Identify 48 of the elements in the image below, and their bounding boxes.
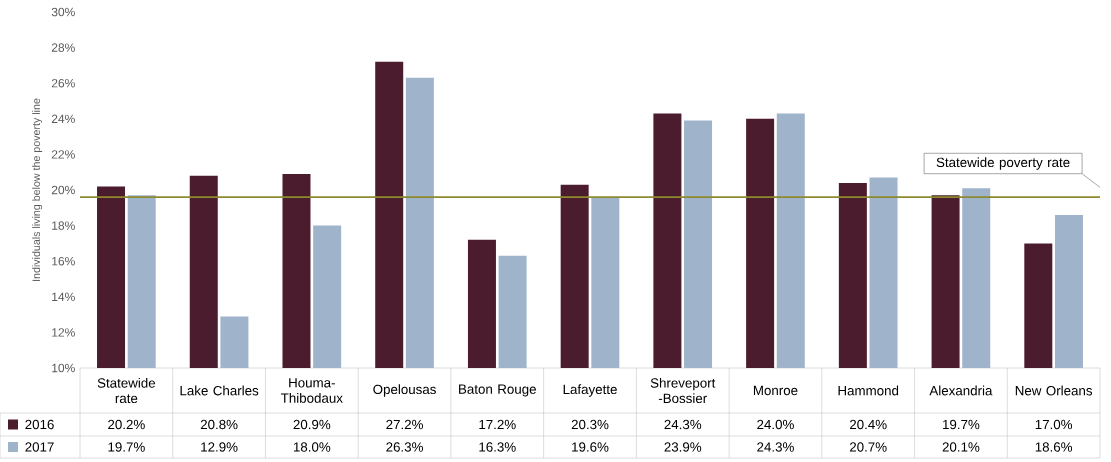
data-label: 26.3%	[386, 442, 423, 452]
y-axis-title: Individuals living below the poverty line	[32, 98, 43, 281]
x-tick-label: Houma-Thibodaux	[280, 378, 343, 403]
data-label: 20.3%	[571, 419, 609, 430]
x-tick-label: Baton Rouge	[459, 384, 536, 397]
data-label: 17.2%	[479, 419, 516, 430]
x-tick-label: Monroe	[753, 385, 798, 396]
x-tick-label: Alexandria	[929, 385, 993, 396]
x-tick-label: Opelousas	[373, 384, 436, 397]
y-tick-label: 22%	[51, 150, 75, 159]
y-tick-label: 30%	[51, 7, 75, 17]
y-tick-label: 14%	[52, 292, 75, 301]
legend-label: 2017	[25, 442, 54, 452]
data-label: 16.3%	[479, 442, 516, 452]
data-label: 23.9%	[664, 442, 702, 452]
data-label: 20.4%	[849, 419, 887, 430]
y-tick-label: 28%	[51, 43, 75, 52]
x-tick-label: New Orleans	[1015, 385, 1093, 396]
data-label: 20.8%	[200, 419, 238, 430]
y-tick-label: 16%	[52, 256, 75, 266]
data-label: 24.3%	[664, 419, 702, 430]
data-label: 24.0%	[757, 419, 794, 430]
x-tick-label: Shreveport -Bossier	[650, 377, 716, 404]
y-tick-label: 24%	[51, 114, 75, 124]
x-tick-label: Lafayette	[563, 384, 617, 397]
data-label: 12.9%	[201, 442, 238, 452]
legend-label: 2016	[25, 419, 54, 430]
data-label: 19.7%	[943, 419, 980, 430]
y-tick-label: 18%	[52, 221, 75, 230]
data-label: 20.7%	[849, 442, 887, 452]
ref-line-label: Statewide poverty rate	[936, 157, 1070, 170]
data-label: 24.3%	[757, 442, 794, 452]
y-tick-label: 26%	[51, 78, 75, 88]
data-label: 20.1%	[942, 442, 980, 452]
data-label: 19.6%	[572, 442, 609, 452]
data-label: 18.0%	[293, 442, 331, 452]
y-tick-label: 12%	[52, 328, 75, 337]
data-label: 19.7%	[108, 442, 145, 452]
x-tick-label: Statewide rate	[97, 377, 156, 404]
data-label: 20.2%	[108, 419, 145, 430]
y-tick-label: 20%	[51, 185, 75, 195]
x-tick-label: Lake Charles	[180, 385, 259, 396]
data-label: 20.9%	[293, 419, 331, 430]
x-tick-label: Hammond	[838, 385, 899, 396]
data-label: 27.2%	[386, 419, 423, 430]
data-label: 18.6%	[1035, 442, 1073, 452]
data-label: 17.0%	[1035, 419, 1073, 430]
y-tick-label: 10%	[52, 363, 75, 373]
